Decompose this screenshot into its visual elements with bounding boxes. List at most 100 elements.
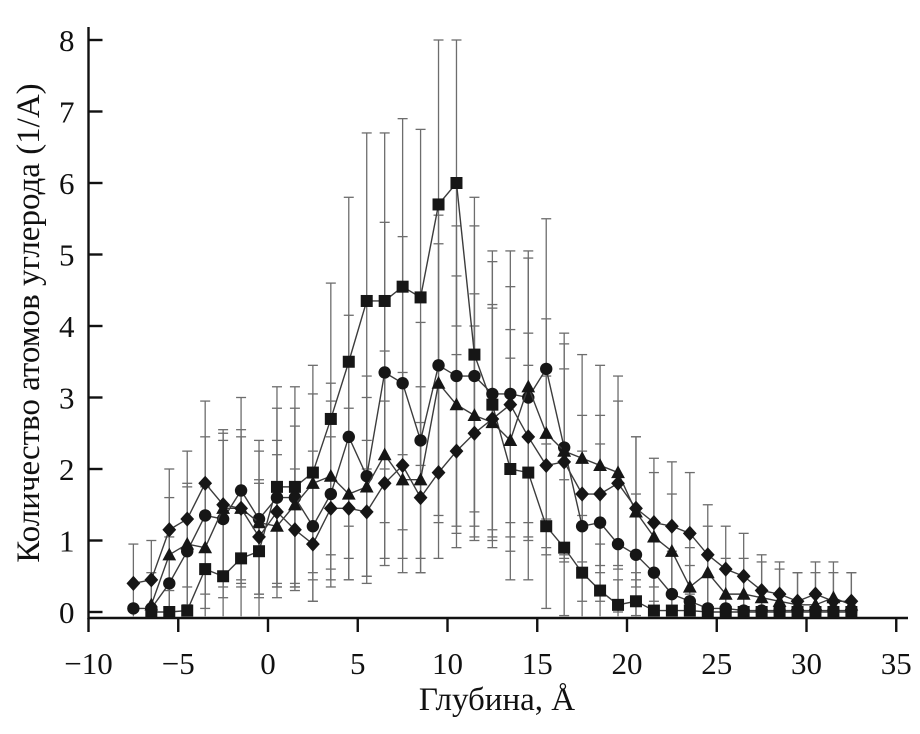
marker-triangle: [377, 447, 392, 461]
marker-square: [306, 466, 319, 479]
marker-diamond: [844, 593, 859, 609]
marker-diamond: [772, 586, 787, 602]
marker-diamond: [162, 522, 177, 538]
marker-circle: [468, 369, 481, 383]
marker-circle: [127, 602, 140, 615]
marker-square: [450, 177, 463, 189]
marker-square: [378, 294, 391, 307]
marker-triangle: [180, 536, 195, 550]
y-tick-label: 3: [59, 381, 75, 416]
marker-square: [235, 552, 248, 565]
marker-square: [270, 480, 283, 493]
y-tick-label: 8: [59, 23, 75, 58]
marker-triangle: [198, 540, 213, 554]
marker-circle: [378, 366, 391, 379]
marker-diamond: [485, 411, 500, 427]
marker-diamond: [395, 457, 410, 474]
marker-diamond: [467, 425, 482, 441]
marker-diamond: [323, 500, 338, 516]
marker-circle: [647, 566, 661, 579]
marker-square: [683, 604, 696, 617]
marker-diamond: [736, 568, 751, 584]
marker-triangle: [593, 458, 607, 472]
marker-diamond: [198, 475, 213, 491]
marker-square: [486, 398, 499, 411]
marker-diamond: [126, 575, 141, 591]
marker-diamond: [431, 464, 446, 481]
x-tick-label: 35: [881, 646, 912, 681]
marker-triangle: [718, 586, 733, 600]
marker-diamond: [503, 397, 518, 413]
marker-circle: [360, 469, 373, 483]
marker-diamond: [826, 593, 841, 609]
x-tick-label: 10: [432, 646, 463, 681]
x-tick-label: 20: [612, 646, 643, 681]
marker-diamond: [808, 586, 823, 602]
marker-diamond: [647, 515, 661, 531]
marker-circle: [773, 604, 786, 617]
x-tick-label: 30: [791, 646, 822, 681]
marker-triangle: [449, 397, 464, 411]
marker-square: [163, 606, 176, 618]
y-tick-label: 0: [59, 595, 75, 630]
marker-square: [504, 463, 517, 475]
marker-square: [468, 348, 481, 361]
marker-square: [647, 604, 660, 617]
marker-square: [414, 291, 427, 304]
marker-diamond: [790, 593, 805, 609]
marker-square: [522, 466, 535, 479]
marker-square: [217, 570, 230, 583]
marker-triangle: [431, 376, 446, 389]
x-axis-title: Глубина, Å: [418, 682, 576, 718]
marker-circle: [737, 604, 750, 617]
marker-circle: [450, 369, 463, 383]
marker-circle: [432, 359, 445, 372]
marker-diamond: [700, 547, 715, 563]
marker-triangle: [288, 497, 302, 511]
series-markers-squares: [145, 177, 858, 618]
marker-circle: [324, 487, 338, 501]
marker-square: [324, 412, 337, 425]
marker-diamond: [629, 500, 643, 516]
marker-triangle: [611, 465, 625, 479]
marker-square: [432, 198, 445, 211]
x-tick-label: 5: [350, 646, 366, 681]
marker-circle: [593, 516, 607, 529]
marker-square: [612, 598, 625, 611]
error-bars-diamonds: [128, 286, 857, 617]
marker-diamond: [305, 536, 320, 552]
marker-triangle: [341, 486, 356, 500]
marker-circle: [629, 548, 643, 561]
marker-triangle: [575, 451, 590, 464]
marker-diamond: [557, 454, 572, 470]
marker-square: [199, 563, 212, 576]
marker-triangle: [305, 476, 320, 489]
marker-circle: [755, 604, 768, 617]
marker-square: [253, 545, 266, 558]
marker-triangle: [270, 519, 284, 532]
marker-diamond: [593, 486, 607, 502]
axes: [87, 27, 908, 632]
marker-triangle: [252, 515, 266, 529]
series-line-squares: [151, 181, 852, 613]
marker-diamond: [377, 475, 392, 491]
marker-circle: [342, 430, 355, 444]
marker-diamond: [754, 582, 769, 599]
marker-diamond: [539, 457, 554, 474]
marker-circle: [306, 520, 320, 533]
marker-diamond: [180, 511, 195, 527]
marker-diamond: [664, 518, 679, 534]
y-tick-label: 6: [59, 166, 75, 201]
marker-diamond: [359, 504, 374, 520]
marker-diamond: [521, 429, 536, 445]
marker-triangle: [808, 597, 823, 611]
marker-circle: [396, 377, 409, 390]
marker-circle: [611, 537, 625, 551]
marker-diamond: [341, 500, 356, 516]
marker-triangle: [664, 544, 679, 557]
marker-square: [576, 566, 589, 579]
marker-triangle: [503, 433, 518, 446]
marker-circle: [270, 491, 284, 504]
marker-triangle: [144, 597, 159, 611]
